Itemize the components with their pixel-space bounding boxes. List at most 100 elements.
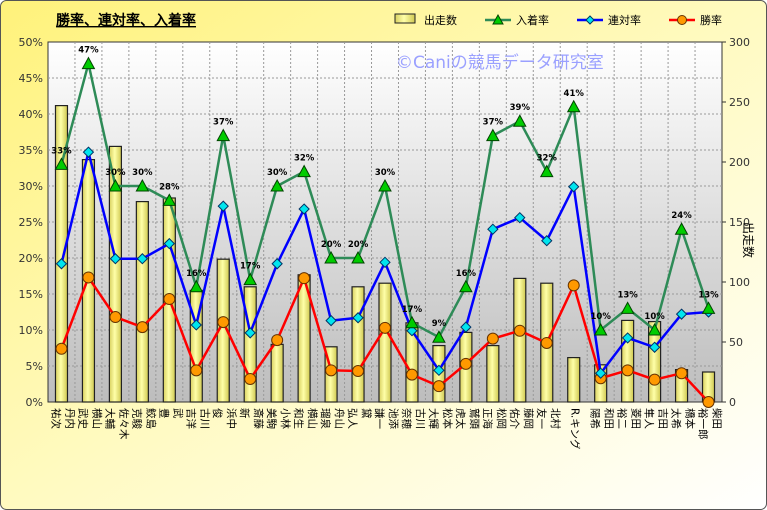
right-tick-label: 50 <box>729 336 743 349</box>
marker-place-rate <box>243 272 258 286</box>
legend-marker <box>492 13 504 25</box>
marker-place-rate <box>81 56 96 70</box>
marker-win-rate <box>352 365 365 378</box>
data-label-place-rate: 37% <box>483 118 504 128</box>
category-label: 古川 <box>198 408 211 429</box>
category-label: 吉田 <box>657 408 669 429</box>
category-label: 新 <box>238 408 251 419</box>
legend-label: 勝率 <box>700 13 722 27</box>
marker-win-rate <box>244 372 257 385</box>
category-label: 柴田 <box>711 408 724 429</box>
marker-quinella-rate <box>379 256 391 269</box>
left-tick-label: 40% <box>19 108 43 121</box>
right-tick-label: 250 <box>729 96 750 109</box>
marker-win-rate <box>217 316 230 329</box>
data-label-place-rate: 9% <box>432 319 447 329</box>
data-label-place-rate: 16% <box>186 269 207 279</box>
marker-win-rate <box>405 368 418 381</box>
data-label-place-rate: 24% <box>671 211 692 221</box>
marker-quinella-rate <box>541 235 553 247</box>
marker-win-rate <box>486 332 499 345</box>
category-label: 和田 <box>603 408 615 429</box>
marker-win-rate <box>271 334 284 347</box>
marker-quinella-rate <box>460 321 472 333</box>
right-tick-label: 0 <box>729 396 736 409</box>
marker-win-rate <box>298 272 311 285</box>
marker-place-rate <box>539 164 554 178</box>
data-label-place-rate: 39% <box>510 103 531 113</box>
data-label-place-rate: 47% <box>78 46 99 56</box>
marker-place-rate <box>485 128 500 142</box>
marker-place-rate <box>189 279 204 293</box>
category-label: 虎太 <box>454 408 467 429</box>
marker-place-rate <box>324 250 338 264</box>
marker-place-rate <box>566 99 581 113</box>
category-label: 横山 <box>90 408 103 429</box>
marker-place-rate <box>674 222 689 235</box>
category-label: 大輝 <box>427 408 440 429</box>
left-tick-label: 35% <box>19 144 43 157</box>
marker-place-rate <box>108 178 123 192</box>
right-tick-label: 200 <box>729 156 750 169</box>
left-tick-label: 25% <box>19 216 43 229</box>
marker-win-rate <box>702 396 715 408</box>
marker-place-rate <box>593 322 608 336</box>
left-tick-label: 10% <box>19 324 43 337</box>
category-label: 菱田 <box>630 408 642 429</box>
data-label-place-rate: 30% <box>105 168 126 178</box>
data-label-place-rate: 41% <box>564 89 585 99</box>
category-label: 大輔 <box>103 408 116 429</box>
marker-quinella-rate <box>109 253 122 265</box>
marker-quinella-rate <box>163 237 176 250</box>
marker-quinella-rate <box>487 223 499 235</box>
bar-runs <box>54 104 69 403</box>
marker-place-rate <box>216 128 231 142</box>
category-label: 黛 <box>360 408 373 419</box>
bar-runs <box>351 286 365 403</box>
bar-runs <box>567 357 581 403</box>
marker-quinella-rate <box>648 341 661 353</box>
category-label: 陽希 <box>589 408 602 429</box>
marker-quinella-rate <box>433 364 445 377</box>
category-label: 小林 <box>279 408 292 429</box>
marker-win-rate <box>109 311 122 324</box>
marker-quinella-rate <box>568 181 580 193</box>
marker-place-rate <box>351 250 365 264</box>
marker-place-rate <box>512 114 527 127</box>
data-label-place-rate: 32% <box>294 154 315 164</box>
marker-place-rate <box>647 322 662 336</box>
category-label: 太希 <box>670 408 683 429</box>
right-tick-label: 100 <box>729 276 750 289</box>
marker-quinella-rate <box>594 367 607 379</box>
right-axis-title: 出走数 <box>741 222 756 258</box>
marker-win-rate <box>379 321 391 334</box>
data-label-place-rate: 37% <box>213 118 234 128</box>
marker-win-rate <box>325 364 338 377</box>
marker-place-rate <box>432 330 446 343</box>
marker-quinella-rate <box>217 200 229 212</box>
marker-win-rate <box>82 271 95 284</box>
category-label: 祐次 <box>49 408 62 429</box>
marker-place-rate <box>459 279 473 293</box>
marker-win-rate <box>163 293 176 306</box>
category-label: 横山 <box>306 408 319 429</box>
bar-runs <box>270 343 284 403</box>
category-label: 瑠泉 <box>319 408 332 429</box>
right-tick-label: 150 <box>729 216 750 229</box>
marker-place-rate <box>620 301 635 314</box>
category-label: 松岡 <box>495 408 508 429</box>
marker-quinella-rate <box>514 211 526 224</box>
data-label-place-rate: 10% <box>644 312 665 322</box>
bar-runs <box>135 201 149 403</box>
category-label: 弘人 <box>346 408 358 429</box>
data-label-place-rate: 32% <box>537 154 558 164</box>
data-label-place-rate: 10% <box>591 312 612 322</box>
marker-win-rate <box>648 373 661 386</box>
category-label: 友一 <box>535 408 548 429</box>
category-label: 隼人 <box>643 408 656 429</box>
chart-title: 勝率、連対率、入着率 <box>56 12 196 29</box>
marker-win-rate <box>55 342 68 355</box>
category-label: 奈穂 <box>400 408 413 429</box>
right-tick-label: 300 <box>729 36 750 49</box>
category-label: 舟山 <box>333 408 346 429</box>
